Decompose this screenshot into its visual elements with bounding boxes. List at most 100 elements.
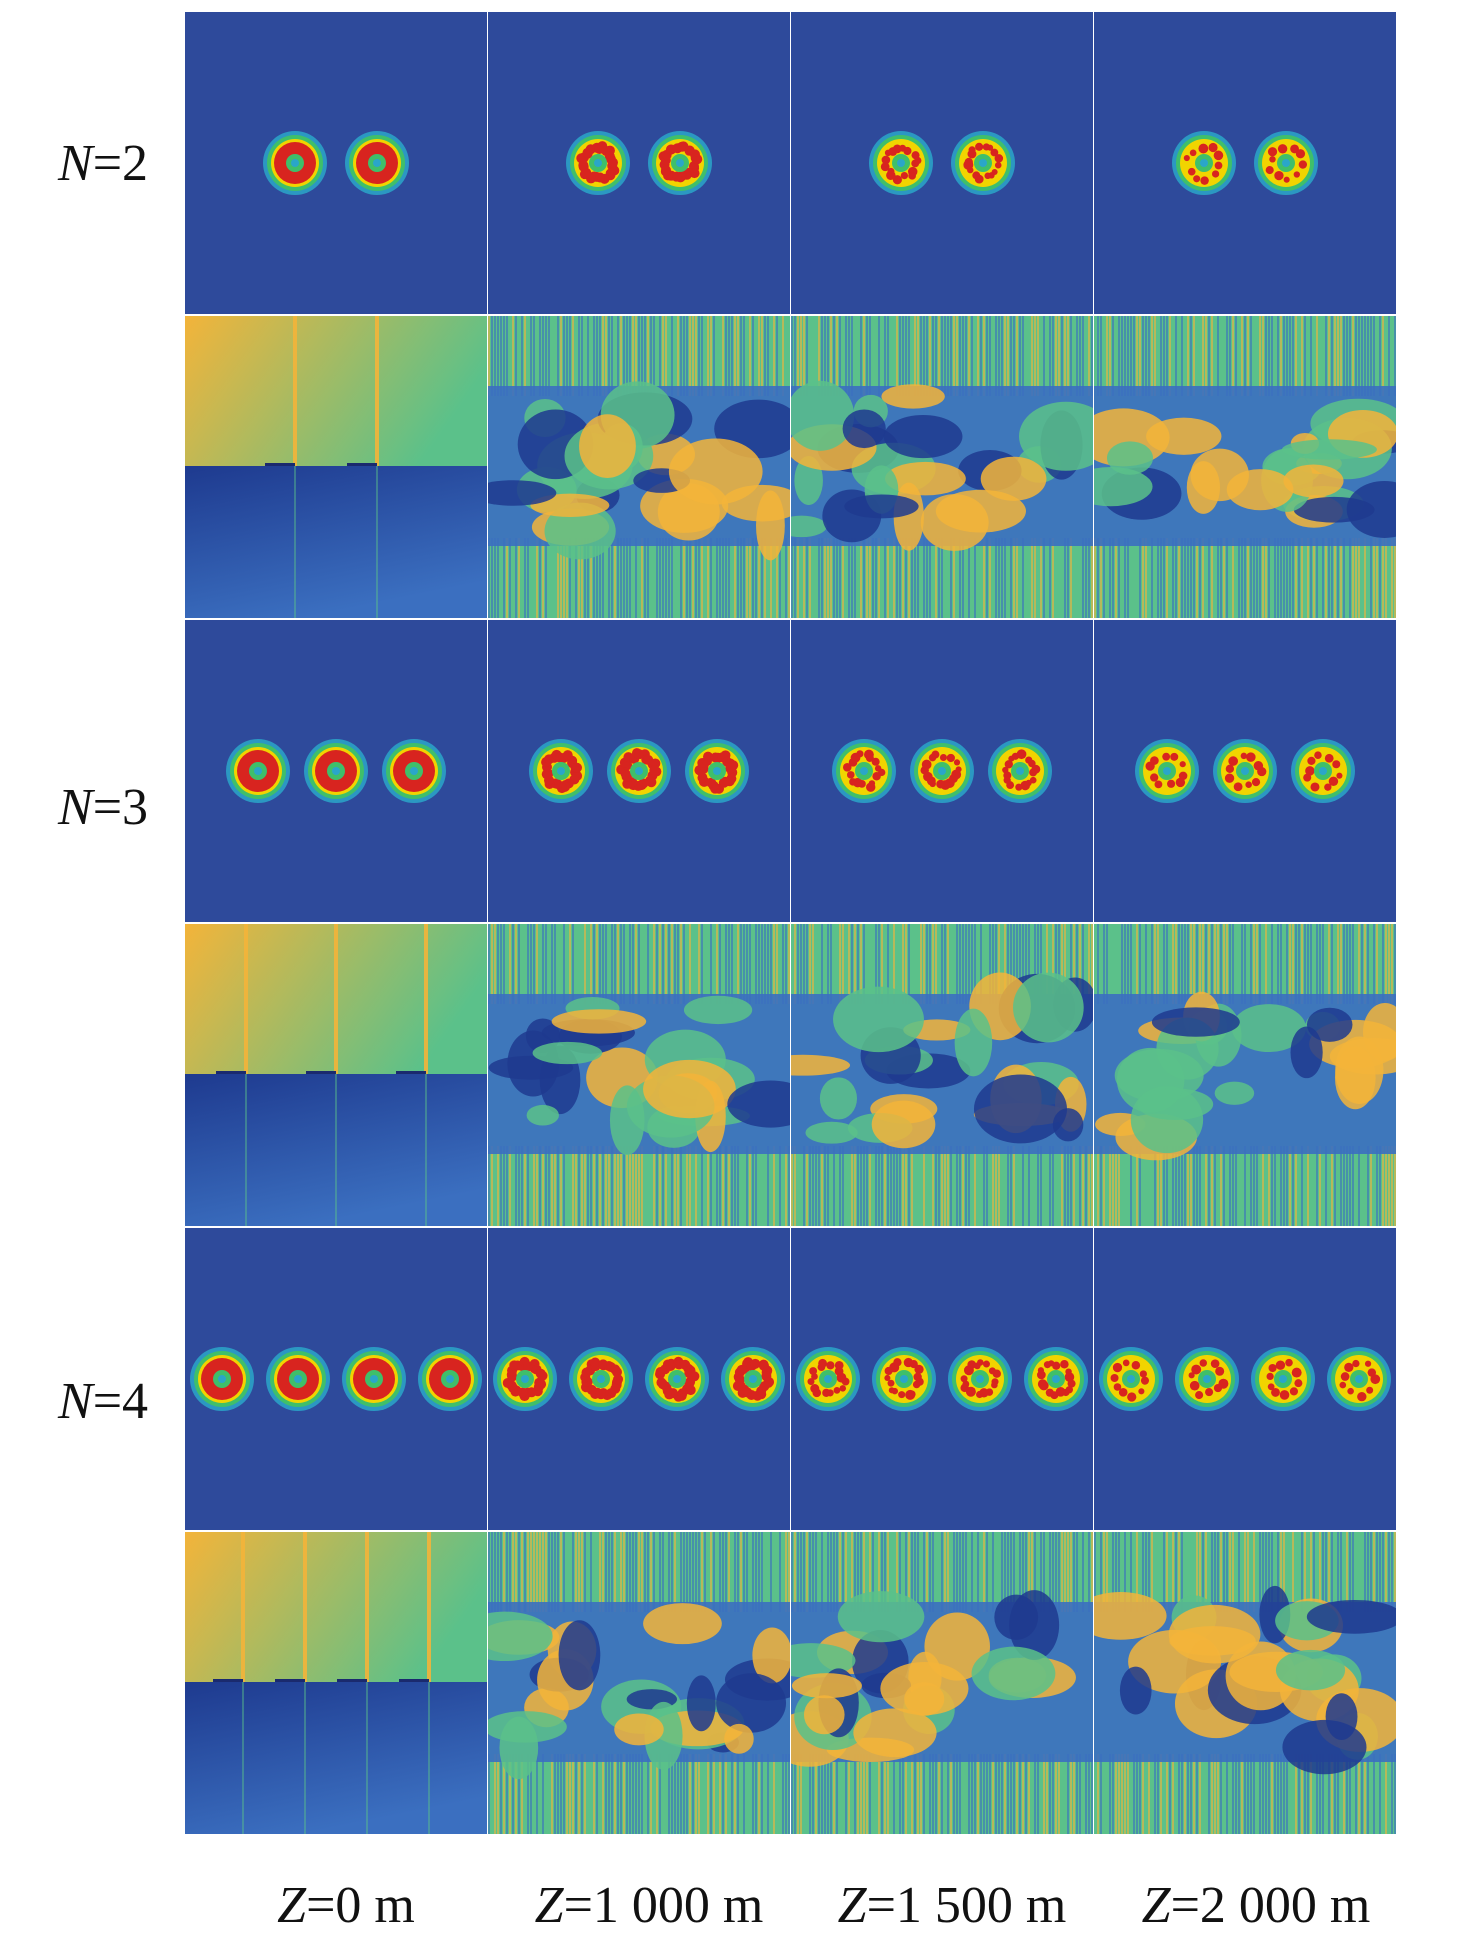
- beam-spot: [569, 1347, 633, 1411]
- phase-lower: [185, 1682, 487, 1834]
- phase-panel-n2-z2: [791, 316, 1093, 618]
- phase-blotches: [791, 1590, 1093, 1767]
- intensity-image: [185, 12, 487, 314]
- beam-spot: [266, 1347, 330, 1411]
- phase-dislocation: [244, 924, 248, 1074]
- col-label-z0: Z=0 m: [277, 1877, 415, 1934]
- phase-image: [488, 1532, 790, 1834]
- intensity-background: [791, 12, 1093, 314]
- beam-spot: [418, 1347, 482, 1411]
- phase-image: [1094, 316, 1396, 618]
- phase-dislocation: [303, 1532, 307, 1682]
- phase-panel-n4-z3: [1094, 1532, 1396, 1834]
- intensity-image: [1094, 12, 1396, 314]
- beam-spot: [1254, 131, 1318, 195]
- beam-spot: [1135, 739, 1199, 803]
- beam-spot: [796, 1347, 860, 1411]
- intensity-background: [185, 12, 487, 314]
- intensity-panel-n4-z3: [1094, 1228, 1396, 1530]
- phase-image: [1094, 1532, 1396, 1834]
- beam-spot: [226, 739, 290, 803]
- phase-dislocation: [427, 1532, 431, 1682]
- beam-spot: [1175, 1347, 1239, 1411]
- phase-panel-n4-z2: [791, 1532, 1093, 1834]
- phase-dislocation: [375, 316, 379, 466]
- row-label-n4: N=4: [58, 1373, 149, 1430]
- intensity-panel-n4-z0: [185, 1228, 487, 1530]
- beam-spot: [1251, 1347, 1315, 1411]
- phase-upper: [185, 1532, 487, 1682]
- phase-blotches: [1094, 1585, 1396, 1775]
- intensity-image: [791, 620, 1093, 922]
- beam-spot: [1213, 739, 1277, 803]
- beam-spot: [872, 1347, 936, 1411]
- row-label-n2: N=2: [58, 135, 149, 192]
- col-label-z1000: Z=1 000 m: [534, 1877, 764, 1934]
- phase-image: [488, 316, 790, 618]
- phase-lower: [185, 466, 487, 618]
- intensity-panel-n3-z1: [488, 620, 790, 922]
- phase-blotches: [488, 381, 790, 561]
- beam-spot: [910, 739, 974, 803]
- phase-dislocation: [293, 316, 297, 466]
- intensity-image: [1094, 620, 1396, 922]
- intensity-image: [185, 620, 487, 922]
- phase-image: [1094, 924, 1396, 1226]
- phase-image: [791, 316, 1093, 618]
- beam-spot: [645, 1347, 709, 1411]
- phase-panel-n3-z1: [488, 924, 790, 1226]
- beam-spot: [607, 739, 671, 803]
- beam-spot: [345, 131, 409, 195]
- phase-blotches: [791, 972, 1093, 1154]
- phase-panel-n4-z1: [488, 1532, 790, 1834]
- phase-dislocation: [241, 1532, 245, 1682]
- phase-image: [791, 924, 1093, 1226]
- phase-dislocation: [424, 924, 428, 1074]
- beam-spot: [685, 739, 749, 803]
- col-label-z2000: Z=2 000 m: [1141, 1877, 1371, 1934]
- beam-spot: [1024, 1347, 1088, 1411]
- phase-upper: [185, 316, 487, 466]
- intensity-panel-n2-z3: [1094, 12, 1396, 314]
- phase-dislocation: [365, 1532, 369, 1682]
- phase-blotches: [791, 380, 1093, 551]
- beam-spot: [304, 739, 368, 803]
- phase-dislocation: [334, 924, 338, 1074]
- phase-panel-n2-z3: [1094, 316, 1396, 618]
- phase-panel-n3-z0: [185, 924, 487, 1226]
- col-label-z1500: Z=1 500 m: [837, 1877, 1067, 1934]
- intensity-panel-n3-z2: [791, 620, 1093, 922]
- phase-blotches: [488, 994, 790, 1156]
- beam-spot: [721, 1347, 785, 1411]
- phase-panel-n4-z0: [185, 1532, 487, 1834]
- intensity-panel-n2-z2: [791, 12, 1093, 314]
- intensity-image: [488, 1228, 790, 1530]
- beam-spot: [869, 131, 933, 195]
- phase-lower: [185, 1074, 487, 1226]
- phase-image: [488, 924, 790, 1226]
- phase-image: [185, 924, 487, 1226]
- phase-blotches: [488, 1602, 790, 1780]
- beam-spot: [1291, 739, 1355, 803]
- row-label-n3: N=3: [58, 779, 149, 836]
- intensity-panel-n4-z2: [791, 1228, 1093, 1530]
- beam-spot: [190, 1347, 254, 1411]
- intensity-image: [488, 12, 790, 314]
- beam-spot: [263, 131, 327, 195]
- beam-spot: [1172, 131, 1236, 195]
- intensity-image: [791, 1228, 1093, 1530]
- beam-spot: [382, 739, 446, 803]
- phase-panel-n3-z2: [791, 924, 1093, 1226]
- intensity-panel-n3-z3: [1094, 620, 1396, 922]
- phase-image: [791, 1532, 1093, 1834]
- phase-blotches: [1094, 386, 1396, 546]
- beam-spot: [948, 1347, 1012, 1411]
- beam-spot: [988, 739, 1052, 803]
- phase-blotches: [1094, 991, 1396, 1161]
- phase-image: [185, 316, 487, 618]
- beam-spot: [529, 739, 593, 803]
- intensity-image: [791, 12, 1093, 314]
- beam-spot: [1099, 1347, 1163, 1411]
- phase-image: [185, 1532, 487, 1834]
